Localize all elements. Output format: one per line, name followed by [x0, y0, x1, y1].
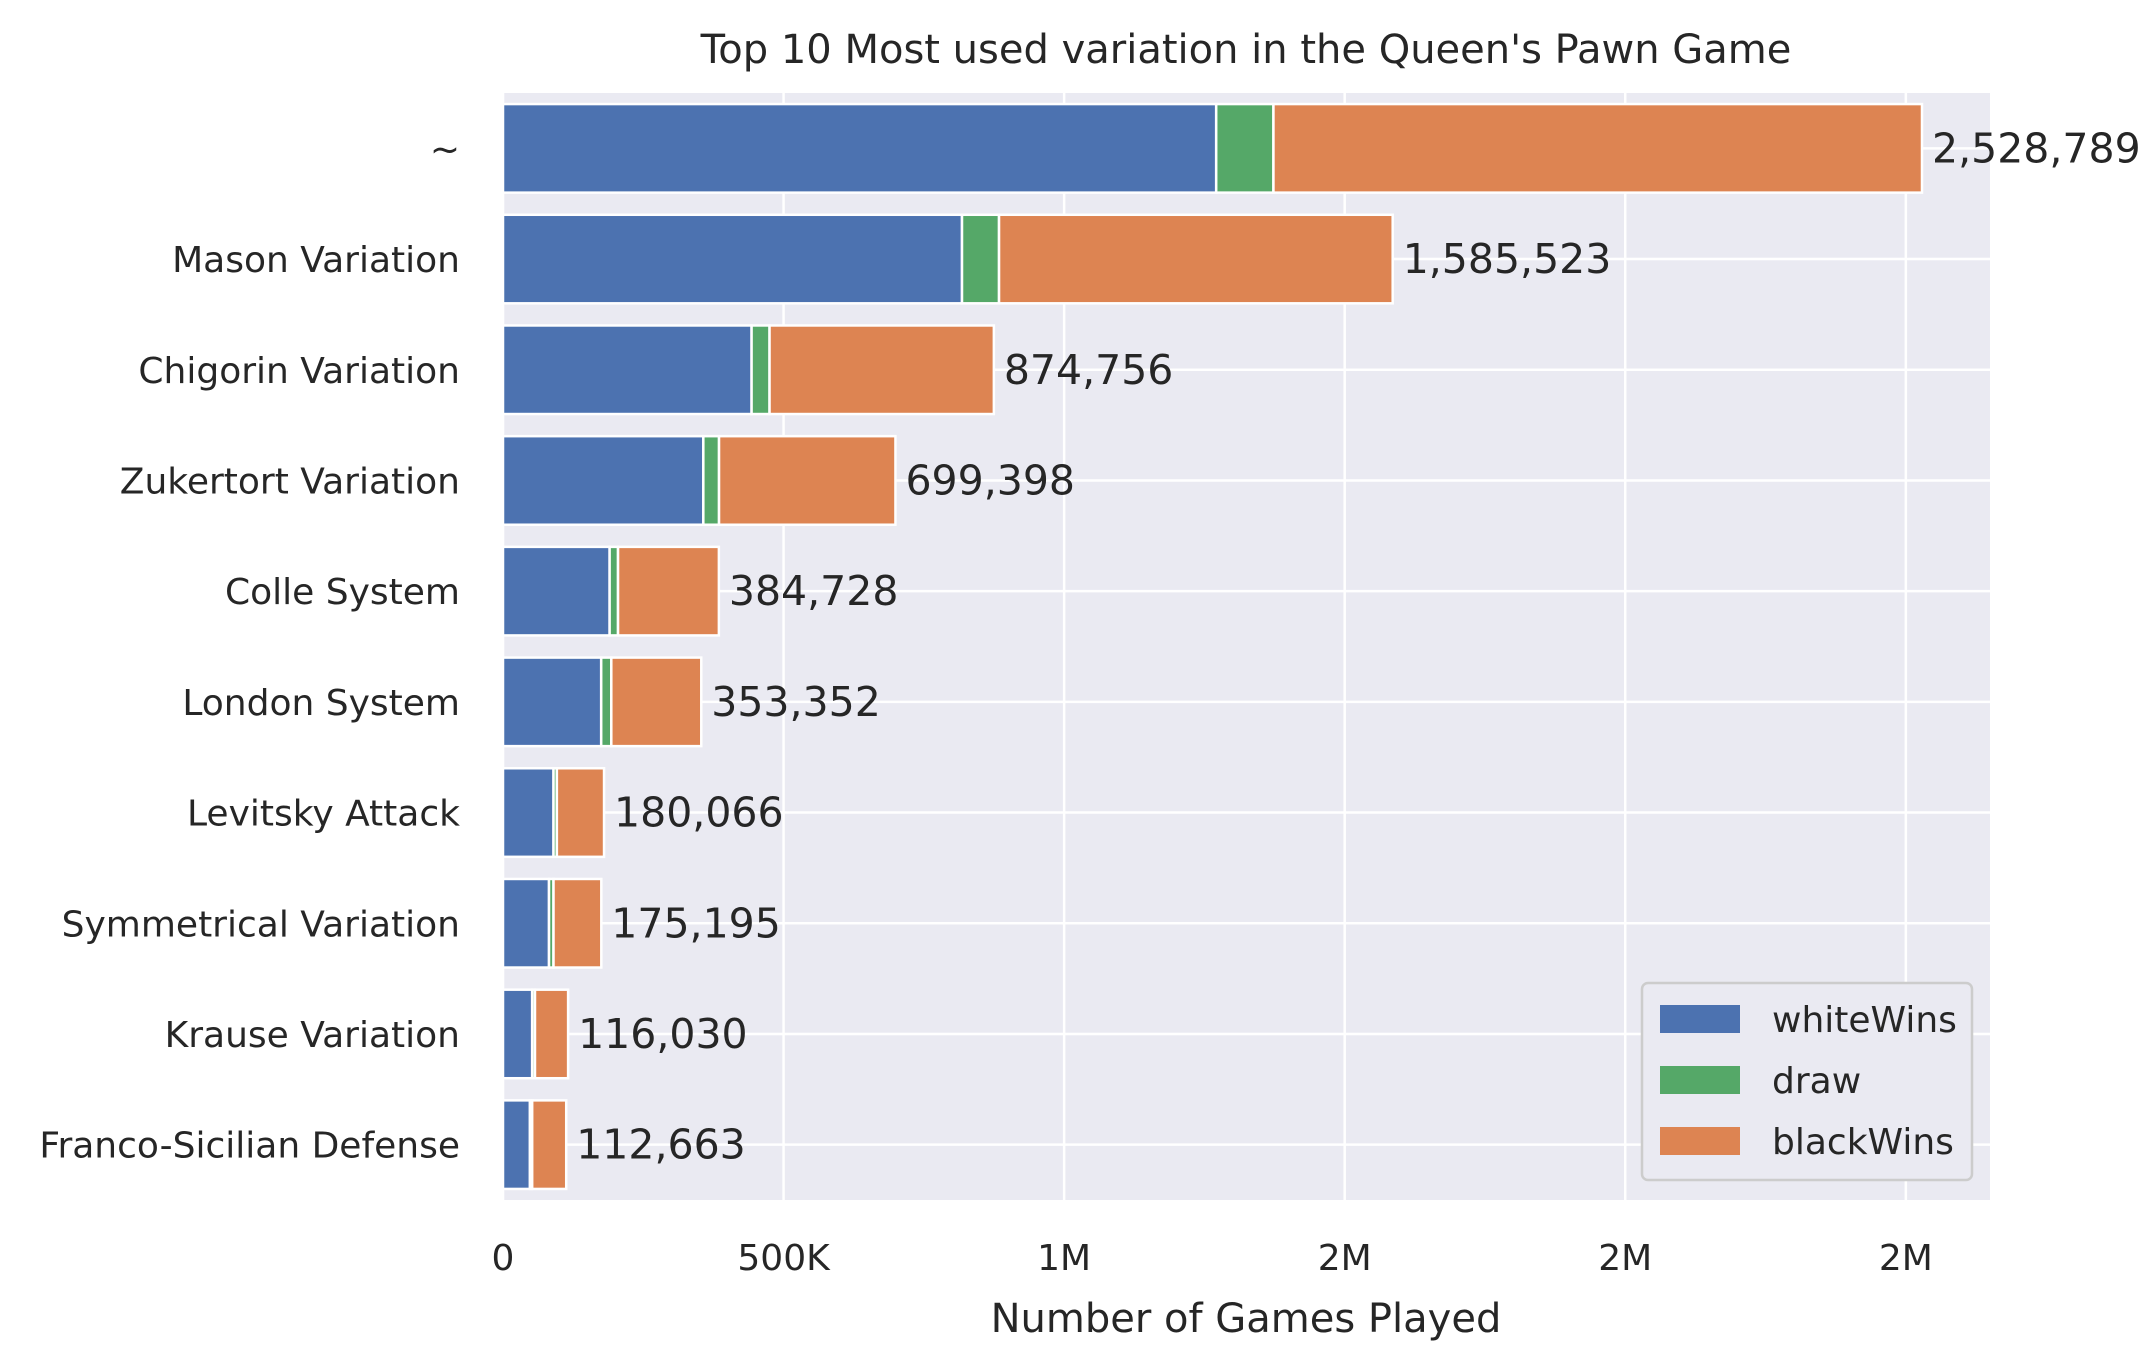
x-tick-label: 0: [492, 1238, 515, 1279]
category-label: London System: [182, 683, 460, 724]
bar-draw: [1214, 102, 1275, 194]
total-label: 2,528,789: [1932, 124, 2141, 172]
bar-whiteWins: [501, 324, 753, 416]
bar-draw: [599, 656, 613, 748]
category-label: Mason Variation: [172, 240, 460, 281]
category-label: Chigorin Variation: [138, 351, 460, 392]
total-label: 116,030: [578, 1010, 748, 1058]
legend: whiteWins draw blackWins: [1640, 981, 1974, 1182]
bar-blackWins: [552, 877, 603, 969]
total-labels-group: 2,528,789 1,585,523 874,756 699,398 384,728 3…: [576, 124, 2140, 1168]
legend-label-draw: draw: [1772, 1061, 1861, 1102]
category-labels-group: ~ Mason Variation Chigorin Variation Zukert…: [39, 129, 460, 1166]
bar-whiteWins: [501, 213, 964, 305]
total-label: 175,195: [611, 899, 781, 947]
bar-whiteWins: [501, 102, 1218, 194]
category-label: Zukertort Variation: [120, 461, 460, 502]
bar-whiteWins: [501, 877, 551, 969]
bars-group: [501, 102, 1924, 1191]
legend-swatch-whiteWins: [1660, 1005, 1740, 1033]
category-label: Symmetrical Variation: [62, 904, 460, 945]
total-label: 353,352: [711, 678, 881, 726]
x-tick-label: 2M: [1598, 1238, 1652, 1279]
bar-blackWins: [717, 434, 897, 526]
bar-draw: [960, 213, 1001, 305]
bar-whiteWins: [501, 988, 534, 1080]
bar-whiteWins: [501, 767, 555, 859]
bar-whiteWins: [501, 1099, 532, 1191]
bar-draw: [608, 545, 620, 637]
total-label: 874,756: [1004, 346, 1174, 394]
total-label: 699,398: [905, 456, 1075, 504]
legend-swatch-blackWins: [1660, 1127, 1740, 1155]
bar-blackWins: [555, 767, 606, 859]
x-axis-title: Number of Games Played: [991, 1296, 1502, 1342]
bar-blackWins: [533, 988, 570, 1080]
bar-whiteWins: [501, 656, 603, 748]
category-label: Levitsky Attack: [187, 794, 460, 835]
total-label: 112,663: [576, 1121, 746, 1169]
chart-title: Top 10 Most used variation in the Queen'…: [700, 27, 1792, 73]
bar-whiteWins: [501, 434, 705, 526]
legend-label-whiteWins: whiteWins: [1772, 1000, 1957, 1041]
bar-whiteWins: [501, 545, 611, 637]
bar-blackWins: [610, 656, 703, 748]
legend-swatch-draw: [1660, 1066, 1740, 1094]
legend-label-blackWins: blackWins: [1772, 1122, 1954, 1163]
total-label: 384,728: [729, 567, 899, 615]
bar-blackWins: [1272, 102, 1924, 194]
x-tick-label: 1M: [1037, 1238, 1091, 1279]
category-label: Franco-Sicilian Defense: [39, 1126, 460, 1167]
x-tick-label: 2M: [1879, 1238, 1933, 1279]
bar-blackWins: [997, 213, 1394, 305]
category-label: Krause Variation: [165, 1015, 460, 1056]
bar-draw: [750, 324, 771, 416]
category-label: ~: [430, 129, 460, 170]
total-label: 1,585,523: [1403, 235, 1612, 283]
bar-blackWins: [530, 1099, 568, 1191]
bar-draw: [702, 434, 721, 526]
bar-blackWins: [768, 324, 996, 416]
category-label: Colle System: [225, 572, 460, 613]
x-tick-label: 500K: [737, 1238, 831, 1279]
total-label: 180,066: [614, 789, 784, 837]
x-tick-labels-group: 0 500K 1M 2M 2M 2M: [492, 1238, 1933, 1279]
bar-blackWins: [616, 545, 721, 637]
x-tick-label: 2M: [1318, 1238, 1372, 1279]
